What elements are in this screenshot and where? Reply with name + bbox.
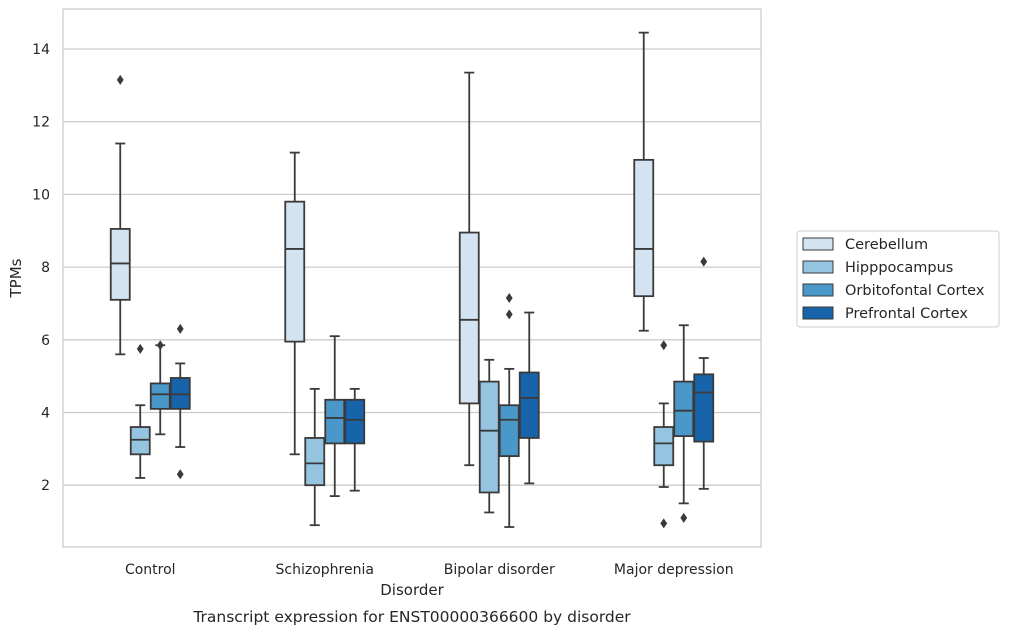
y-tick-label-2: 2 (41, 478, 50, 494)
legend-label-3: Orbitofontal Cortex (845, 283, 985, 299)
box-4-3 (518, 311, 540, 485)
outlier-point (176, 469, 184, 480)
box-body (478, 380, 500, 494)
box-4-2 (344, 387, 366, 492)
box-3-1 (149, 340, 171, 436)
outlier-point (505, 292, 513, 303)
legend-label-2: Hipppocampus (845, 260, 953, 276)
outlier-point (176, 323, 184, 334)
box-body (149, 382, 171, 410)
legend-swatch-2 (802, 260, 834, 274)
boxes (109, 31, 715, 529)
box-1-1 (109, 74, 131, 356)
x-tick-label-2: Schizophrenia (276, 562, 374, 578)
box-body (344, 398, 366, 445)
outlier-point (156, 340, 164, 351)
box-body (633, 158, 655, 298)
y-axis-ticks: 2 4 6 8 10 12 14 (32, 42, 50, 494)
legend-swatch-1 (802, 237, 834, 251)
box-body (284, 200, 306, 343)
box-3-4 (673, 324, 695, 523)
box-body (673, 380, 695, 438)
x-tick-label-3: Bipolar disorder (444, 562, 555, 578)
legend-swatch-3 (802, 283, 834, 297)
box-body (304, 437, 326, 487)
box-4-4 (693, 256, 715, 490)
legend-swatch-4 (802, 306, 834, 320)
legend-items: Cerebellum Hipppocampus Orbitofontal Corte… (802, 237, 985, 322)
y-tick-label-4: 4 (41, 406, 50, 422)
box-body (324, 398, 346, 445)
outlier-point (680, 512, 688, 523)
outlier-point (505, 309, 513, 320)
box-body (518, 371, 540, 439)
x-tick-label-1: Control (125, 562, 176, 578)
box-2-1 (129, 343, 151, 479)
x-axis-ticks: Control Schizophrenia Bipolar disorder Majo… (125, 562, 734, 578)
box-3-3 (498, 292, 520, 528)
box-body (653, 426, 675, 467)
y-tick-label-14: 14 (32, 42, 50, 58)
outlier-point (700, 256, 708, 267)
box-3-2 (324, 335, 346, 498)
chart-caption: Transcript expression for ENST0000036660… (192, 608, 631, 626)
y-tick-label-8: 8 (41, 260, 50, 276)
outlier-point (116, 74, 124, 85)
box-1-2 (284, 151, 306, 456)
legend-label-1: Cerebellum (845, 237, 928, 253)
outlier-point (660, 340, 668, 351)
plot-area-frame (62, 8, 762, 548)
y-axis-label: TPMs (7, 258, 25, 298)
box-body (498, 404, 520, 458)
box-2-2 (304, 387, 326, 527)
legend: Cerebellum Hipppocampus Orbitofontal Corte… (796, 230, 1000, 328)
box-body (458, 231, 480, 405)
box-body (693, 373, 715, 443)
outlier-point (660, 518, 668, 529)
x-axis-label: Disorder (380, 581, 444, 599)
legend-frame (796, 230, 1000, 328)
box-body (169, 377, 191, 410)
box-2-4 (653, 340, 675, 529)
y-tick-label-10: 10 (32, 187, 50, 203)
box-1-4 (633, 31, 655, 332)
box-body (109, 228, 131, 301)
gridlines (63, 48, 761, 486)
box-1-3 (458, 71, 480, 467)
outlier-point (136, 343, 144, 354)
y-tick-label-6: 6 (41, 333, 50, 349)
box-2-3 (478, 358, 500, 514)
box-4-1 (169, 323, 191, 480)
x-tick-label-4: Major depression (614, 562, 734, 578)
legend-label-4: Prefrontal Cortex (845, 306, 968, 322)
box-body (129, 426, 151, 456)
y-tick-label-12: 12 (32, 115, 50, 131)
